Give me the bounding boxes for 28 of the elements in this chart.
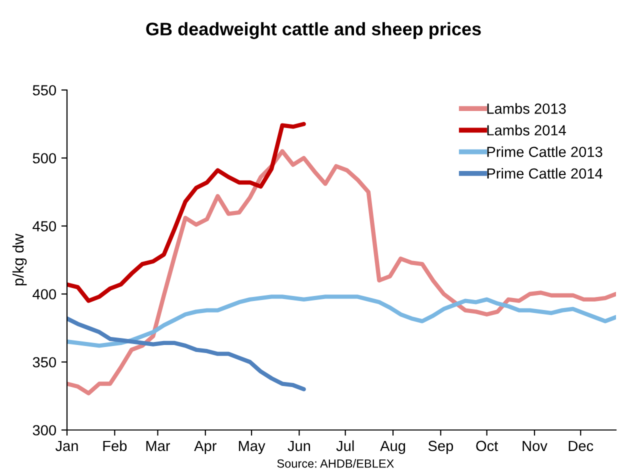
x-tick-label: Jul: [336, 440, 354, 452]
x-tick-label: Mar: [146, 440, 170, 452]
legend-label: Prime Cattle 2013: [487, 146, 602, 158]
line-series: [67, 122, 306, 303]
x-tick-label: Apr: [194, 440, 217, 454]
x-tick-label: Jan: [55, 440, 78, 452]
legend-label: Prime Cattle 2014: [487, 168, 602, 179]
y-tick-label: 350: [32, 357, 56, 368]
x-tick-label: May: [238, 440, 266, 454]
x-tick-label: Jun: [288, 440, 310, 452]
y-tick-label: 500: [32, 153, 56, 164]
y-tick-label: 550: [32, 85, 56, 96]
x-tick-label: Feb: [103, 440, 127, 452]
y-axis-title: p/kg dw: [12, 234, 27, 286]
y-tick-label: 300: [32, 425, 56, 436]
legend-label: Lambs 2014: [487, 124, 566, 136]
line-series: [67, 316, 306, 392]
x-tick-label: Nov: [522, 440, 548, 452]
x-tick-label: Sep: [428, 440, 454, 454]
x-tick-label: Dec: [568, 440, 594, 452]
x-tick-label: Aug: [380, 440, 406, 454]
legend-label: Lambs 2013: [487, 103, 566, 114]
chart-title: GB deadweight cattle and sheep prices: [146, 22, 481, 40]
source-note: Source: AHDB/EBLEX: [277, 459, 394, 468]
line-series: [67, 294, 616, 348]
y-tick-label: 400: [32, 289, 56, 300]
x-tick-label: Oct: [476, 440, 498, 452]
y-tick-label: 450: [32, 221, 56, 232]
